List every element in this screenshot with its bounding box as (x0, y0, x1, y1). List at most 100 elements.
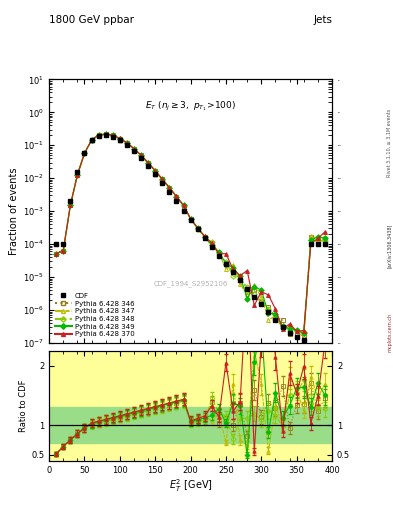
Pythia 6.428 347 (54, 250, 59, 257)
Pythia 6.428 346 (181, 203, 186, 209)
Pythia 6.428 347 (323, 233, 327, 240)
Pythia 6.428 370 (61, 247, 66, 253)
Pythia 6.428 370 (301, 328, 306, 334)
Line: Pythia 6.428 348: Pythia 6.428 348 (54, 133, 327, 334)
Line: Pythia 6.428 349: Pythia 6.428 349 (54, 132, 327, 335)
Pythia 6.428 348 (61, 247, 66, 253)
Pythia 6.428 346 (160, 176, 165, 182)
Pythia 6.428 346 (259, 300, 264, 306)
Pythia 6.428 349 (75, 172, 80, 178)
Pythia 6.428 347 (294, 328, 299, 334)
Pythia 6.428 346 (68, 202, 73, 208)
Pythia 6.428 347 (110, 132, 115, 138)
Pythia 6.428 347 (132, 145, 136, 152)
Pythia 6.428 370 (259, 289, 264, 295)
Pythia 6.428 370 (224, 251, 228, 257)
Pythia 6.428 347 (153, 167, 158, 174)
Pythia 6.428 370 (160, 176, 165, 182)
Pythia 6.428 349 (118, 136, 122, 142)
Pythia 6.428 349 (259, 287, 264, 293)
Pythia 6.428 346 (209, 240, 214, 246)
Text: Jets: Jets (313, 15, 332, 25)
Pythia 6.428 348 (245, 284, 250, 290)
Pythia 6.428 347 (202, 233, 207, 240)
Pythia 6.428 348 (273, 315, 278, 321)
Pythia 6.428 346 (61, 247, 66, 253)
Pythia 6.428 348 (224, 259, 228, 265)
Pythia 6.428 347 (238, 281, 242, 287)
Pythia 6.428 349 (188, 216, 193, 222)
Pythia 6.428 348 (238, 275, 242, 282)
Pythia 6.428 346 (231, 269, 235, 275)
Pythia 6.428 346 (287, 331, 292, 337)
Pythia 6.428 370 (188, 216, 193, 222)
Pythia 6.428 347 (224, 266, 228, 272)
Pythia 6.428 346 (280, 317, 285, 323)
Pythia 6.428 349 (181, 202, 186, 208)
Pythia 6.428 349 (110, 132, 115, 138)
Pythia 6.428 346 (118, 136, 122, 142)
Pythia 6.428 346 (82, 150, 87, 156)
Bar (49, 366, 332, 455)
Pythia 6.428 346 (316, 238, 320, 244)
Pythia 6.428 370 (266, 292, 271, 298)
Pythia 6.428 370 (316, 236, 320, 242)
Pythia 6.428 370 (103, 131, 108, 137)
Pythia 6.428 348 (96, 132, 101, 138)
Pythia 6.428 349 (209, 242, 214, 248)
Pythia 6.428 347 (181, 202, 186, 208)
Pythia 6.428 349 (224, 261, 228, 267)
Pythia 6.428 346 (103, 131, 108, 137)
Pythia 6.428 349 (153, 168, 158, 174)
Pythia 6.428 346 (167, 185, 172, 191)
Text: $E_T\ (n_j \geq 3,\ p_{T_1}\!>\!100)$: $E_T\ (n_j \geq 3,\ p_{T_1}\!>\!100)$ (145, 100, 236, 113)
Pythia 6.428 347 (96, 132, 101, 138)
Pythia 6.428 370 (54, 250, 59, 257)
Pythia 6.428 347 (252, 282, 257, 288)
Pythia 6.428 349 (132, 146, 136, 152)
Pythia 6.428 346 (153, 168, 158, 174)
Pythia 6.428 347 (195, 225, 200, 231)
Pythia 6.428 346 (146, 160, 151, 166)
Legend: CDF, Pythia 6.428 346, Pythia 6.428 347, Pythia 6.428 348, Pythia 6.428 349, Pyt: CDF, Pythia 6.428 346, Pythia 6.428 347,… (53, 291, 137, 339)
Pythia 6.428 370 (153, 167, 158, 174)
Pythia 6.428 347 (309, 232, 313, 239)
Pythia 6.428 346 (132, 146, 136, 152)
Pythia 6.428 370 (96, 132, 101, 138)
Pythia 6.428 370 (245, 267, 250, 273)
Pythia 6.428 370 (132, 145, 136, 152)
Pythia 6.428 349 (217, 249, 221, 255)
Pythia 6.428 346 (224, 260, 228, 266)
Pythia 6.428 348 (309, 237, 313, 243)
Pythia 6.428 347 (167, 184, 172, 190)
Pythia 6.428 348 (174, 194, 179, 200)
Pythia 6.428 348 (146, 160, 151, 166)
Pythia 6.428 346 (323, 236, 327, 242)
Line: Pythia 6.428 346: Pythia 6.428 346 (54, 133, 327, 338)
Pythia 6.428 348 (188, 216, 193, 222)
Pythia 6.428 348 (259, 300, 264, 306)
Pythia 6.428 348 (195, 226, 200, 232)
Pythia 6.428 348 (139, 153, 143, 159)
Pythia 6.428 349 (139, 152, 143, 158)
Pythia 6.428 346 (96, 132, 101, 138)
Pythia 6.428 349 (125, 140, 129, 146)
Pythia 6.428 346 (238, 273, 242, 279)
Pythia 6.428 349 (245, 295, 250, 302)
Pythia 6.428 370 (309, 241, 313, 247)
Text: Rivet 3.1.10, ≥ 3.1M events: Rivet 3.1.10, ≥ 3.1M events (387, 109, 392, 178)
Text: 1800 GeV ppbar: 1800 GeV ppbar (49, 15, 134, 25)
Pythia 6.428 370 (110, 132, 115, 138)
Pythia 6.428 349 (273, 311, 278, 317)
X-axis label: $E_T^2$ [GeV]: $E_T^2$ [GeV] (169, 477, 213, 494)
Pythia 6.428 349 (252, 284, 257, 290)
Pythia 6.428 348 (110, 133, 115, 139)
Pythia 6.428 370 (167, 184, 172, 190)
Pythia 6.428 346 (252, 287, 257, 293)
Pythia 6.428 370 (273, 306, 278, 312)
Pythia 6.428 370 (217, 251, 221, 257)
Pythia 6.428 370 (202, 233, 207, 240)
Pythia 6.428 348 (202, 234, 207, 240)
Pythia 6.428 347 (82, 150, 87, 156)
Pythia 6.428 348 (89, 137, 94, 143)
